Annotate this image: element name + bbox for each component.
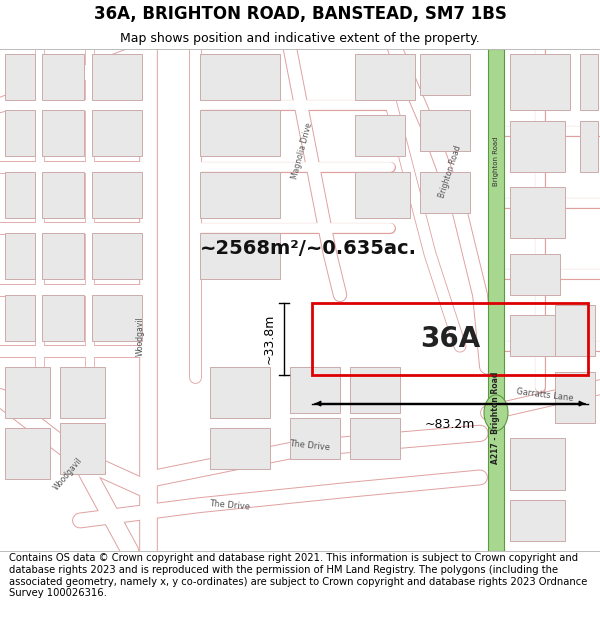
Bar (510, 54, 570, 110)
Bar (210, 428, 270, 469)
Bar (290, 418, 340, 459)
Bar (60, 367, 105, 418)
Text: Contains OS data © Crown copyright and database right 2021. This information is : Contains OS data © Crown copyright and d… (9, 554, 587, 598)
Bar (5, 428, 50, 479)
Bar (200, 110, 280, 156)
Bar (350, 418, 400, 459)
Text: A217 - Brighton Road: A217 - Brighton Road (491, 372, 500, 464)
Bar (290, 367, 340, 413)
Bar (5, 367, 50, 418)
Bar (355, 116, 405, 156)
Bar (42, 295, 84, 341)
Bar (42, 172, 84, 218)
Bar (420, 54, 470, 95)
Text: Brighton Road: Brighton Road (493, 137, 499, 186)
Bar (92, 233, 142, 279)
Text: The Drive: The Drive (289, 439, 331, 452)
Bar (510, 188, 565, 239)
Text: 36A, BRIGHTON ROAD, BANSTEAD, SM7 1BS: 36A, BRIGHTON ROAD, BANSTEAD, SM7 1BS (94, 4, 506, 22)
Bar (92, 110, 142, 156)
Bar (555, 372, 595, 423)
Text: ~83.2m: ~83.2m (425, 418, 475, 431)
Bar (580, 121, 598, 172)
Bar (420, 110, 470, 151)
Bar (355, 54, 415, 100)
Bar (5, 54, 35, 100)
Bar (420, 172, 470, 213)
Bar (510, 316, 560, 356)
Text: ~2568m²/~0.635ac.: ~2568m²/~0.635ac. (200, 239, 417, 258)
Bar (5, 110, 35, 156)
Text: Magnolia Drive: Magnolia Drive (290, 122, 314, 181)
Bar (92, 295, 142, 341)
Bar (5, 172, 35, 218)
Bar (92, 54, 142, 100)
Bar (5, 233, 35, 279)
Text: The Drive: The Drive (209, 499, 251, 511)
Bar (510, 121, 565, 172)
Bar (42, 110, 84, 156)
Bar (5, 295, 35, 341)
Text: Woodgavil: Woodgavil (136, 316, 145, 356)
Bar (350, 367, 400, 413)
Bar (200, 233, 280, 279)
Bar (200, 172, 280, 218)
Bar (210, 367, 270, 418)
Bar (42, 233, 84, 279)
Text: 36A: 36A (420, 325, 480, 353)
Bar (312, 303, 588, 375)
Bar (355, 172, 410, 218)
Bar (42, 54, 84, 100)
Text: Garratts Lane: Garratts Lane (516, 388, 574, 403)
Text: Map shows position and indicative extent of the property.: Map shows position and indicative extent… (120, 31, 480, 44)
Bar (510, 439, 565, 490)
Bar (488, 49, 504, 551)
Text: Woodgavil: Woodgavil (52, 456, 84, 493)
Bar (580, 54, 598, 110)
Text: Brighton Road: Brighton Road (437, 144, 463, 199)
Bar (555, 305, 595, 356)
Ellipse shape (484, 395, 508, 431)
Bar (510, 254, 560, 295)
Bar (510, 500, 565, 541)
Bar (60, 423, 105, 474)
Bar (92, 172, 142, 218)
Text: ~33.8m: ~33.8m (263, 314, 276, 364)
Bar (200, 54, 280, 100)
